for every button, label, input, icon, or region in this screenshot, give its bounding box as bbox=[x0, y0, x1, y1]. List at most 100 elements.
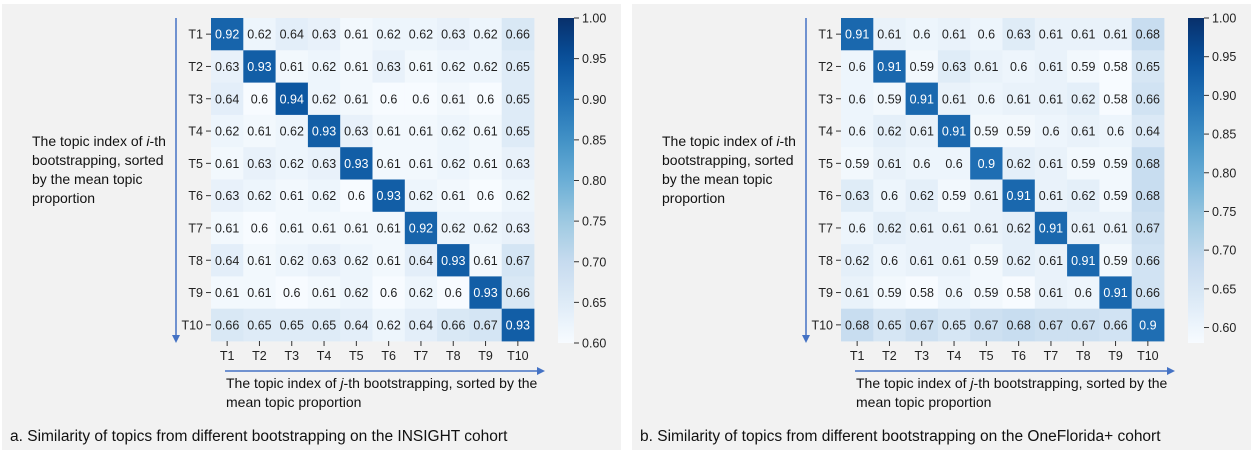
x-axis-label: The topic index of j-th bootstrapping, s… bbox=[226, 375, 538, 410]
heatmap-cell bbox=[1034, 276, 1068, 310]
heatmap-cell bbox=[211, 50, 244, 83]
heatmap-cell bbox=[275, 211, 309, 245]
heatmap-cell bbox=[873, 114, 906, 148]
cell-value-label: 0.65 bbox=[506, 92, 530, 106]
heatmap-cell bbox=[404, 50, 438, 83]
colorbar-tick-label: 0.85 bbox=[1212, 128, 1236, 142]
cell-value-label: 0.6 bbox=[881, 189, 898, 203]
heatmap-cell bbox=[501, 18, 535, 51]
heatmap-cell bbox=[841, 244, 874, 277]
cell-value-label: 0.61 bbox=[376, 221, 400, 235]
cell-value-label: 0.61 bbox=[942, 28, 966, 42]
cell-value-label: 0.61 bbox=[1039, 28, 1063, 42]
heatmap-cell bbox=[243, 244, 276, 277]
cell-value-label: 0.59 bbox=[1071, 157, 1095, 171]
heatmap-cell bbox=[437, 82, 470, 116]
cell-value-label: 0.61 bbox=[312, 221, 336, 235]
cell-value-label: 0.6 bbox=[978, 28, 995, 42]
y-tick-label: T5 bbox=[818, 157, 833, 171]
cell-value-label: 0.6 bbox=[1107, 125, 1124, 139]
heatmap-cell bbox=[970, 50, 1003, 83]
y-tick-label: T3 bbox=[188, 92, 203, 106]
heatmap-cell bbox=[275, 244, 309, 277]
y-tick-label: T9 bbox=[188, 286, 203, 300]
cell-value-label: 0.61 bbox=[215, 157, 239, 171]
cell-value-label: 0.93 bbox=[344, 157, 368, 171]
cell-value-label: 0.59 bbox=[1006, 125, 1030, 139]
cell-value-label: 0.6 bbox=[913, 28, 930, 42]
cell-value-label: 0.59 bbox=[845, 157, 869, 171]
heatmap-cell bbox=[1099, 18, 1133, 51]
colorbar-tick-label: 0.75 bbox=[582, 215, 606, 229]
heatmap-cell bbox=[275, 276, 309, 310]
heatmap-cell bbox=[211, 114, 244, 148]
heatmap-cell bbox=[437, 211, 470, 245]
heatmap-cell bbox=[1099, 114, 1133, 148]
heatmap-cell bbox=[211, 147, 244, 180]
x-tick-label: T3 bbox=[914, 349, 929, 363]
heatmap-cell bbox=[340, 211, 373, 245]
heatmap-cell bbox=[841, 308, 874, 342]
cell-value-label: 0.91 bbox=[942, 125, 966, 139]
heatmap-cell bbox=[873, 179, 906, 213]
heatmap-cell bbox=[275, 114, 309, 148]
cell-value-label: 0.62 bbox=[441, 60, 465, 74]
heatmap-cell bbox=[841, 147, 874, 180]
heatmap-cell bbox=[340, 147, 373, 180]
heatmap-cell bbox=[372, 308, 406, 342]
cell-value-label: 0.92 bbox=[409, 221, 433, 235]
heatmap-cell bbox=[1034, 179, 1068, 213]
cell-value-label: 0.61 bbox=[409, 125, 433, 139]
x-tick-label: T8 bbox=[1076, 349, 1091, 363]
cell-value-label: 0.61 bbox=[974, 221, 998, 235]
heatmap-cell bbox=[340, 179, 373, 213]
heatmap-cell bbox=[1131, 211, 1165, 245]
cell-value-label: 0.67 bbox=[974, 318, 998, 332]
cell-value-label: 0.64 bbox=[1136, 125, 1160, 139]
cell-value-label: 0.63 bbox=[1006, 28, 1030, 42]
cell-value-label: 0.61 bbox=[344, 60, 368, 74]
heatmap-cell bbox=[1099, 276, 1133, 310]
cell-value-label: 0.6 bbox=[945, 286, 962, 300]
heatmap-cell bbox=[1034, 211, 1068, 245]
cell-value-label: 0.58 bbox=[1103, 92, 1127, 106]
heatmap-cell bbox=[1131, 276, 1165, 310]
heatmap-cell bbox=[372, 147, 406, 180]
y-axis-label: The topic index of i-th bootstrapping, s… bbox=[32, 133, 166, 206]
heatmap-cell bbox=[905, 82, 939, 116]
heatmap-cell bbox=[437, 50, 470, 83]
x-tick-label: T10 bbox=[1137, 349, 1159, 363]
heatmap-cell bbox=[307, 82, 341, 116]
x-tick-label: T7 bbox=[1044, 349, 1059, 363]
heatmap-cell bbox=[340, 82, 373, 116]
heatmap-cell bbox=[970, 18, 1003, 51]
heatmap-cell bbox=[1002, 50, 1036, 83]
y-tick-label: T7 bbox=[188, 221, 203, 235]
heatmap-cell bbox=[905, 114, 939, 148]
cell-value-label: 0.67 bbox=[506, 254, 530, 268]
cell-value-label: 0.6 bbox=[348, 189, 365, 203]
heatmap-cell bbox=[469, 276, 503, 310]
heatmap-cell bbox=[1002, 82, 1036, 116]
y-axis-label: The topic index of i-th bootstrapping, s… bbox=[662, 133, 796, 206]
heatmap-cell bbox=[243, 18, 276, 51]
cell-value-label: 0.62 bbox=[506, 189, 530, 203]
cell-value-label: 0.61 bbox=[215, 286, 239, 300]
cell-value-label: 0.59 bbox=[1103, 189, 1127, 203]
cell-value-label: 0.61 bbox=[1103, 28, 1127, 42]
heatmap-cell bbox=[501, 211, 535, 245]
cell-value-label: 0.66 bbox=[506, 286, 530, 300]
cell-value-label: 0.93 bbox=[441, 254, 465, 268]
heatmap-cell bbox=[437, 147, 470, 180]
y-tick-label: T1 bbox=[818, 28, 833, 42]
cell-value-label: 0.62 bbox=[376, 28, 400, 42]
cell-value-label: 0.61 bbox=[376, 254, 400, 268]
heatmap-cell bbox=[243, 82, 276, 116]
cell-value-label: 0.6 bbox=[848, 125, 865, 139]
heatmap-cell bbox=[937, 147, 971, 180]
heatmap-cell bbox=[404, 276, 438, 310]
heatmap-cell bbox=[841, 276, 874, 310]
heatmap-cell bbox=[307, 114, 341, 148]
cell-value-label: 0.61 bbox=[280, 221, 304, 235]
cell-value-label: 0.59 bbox=[1071, 60, 1095, 74]
